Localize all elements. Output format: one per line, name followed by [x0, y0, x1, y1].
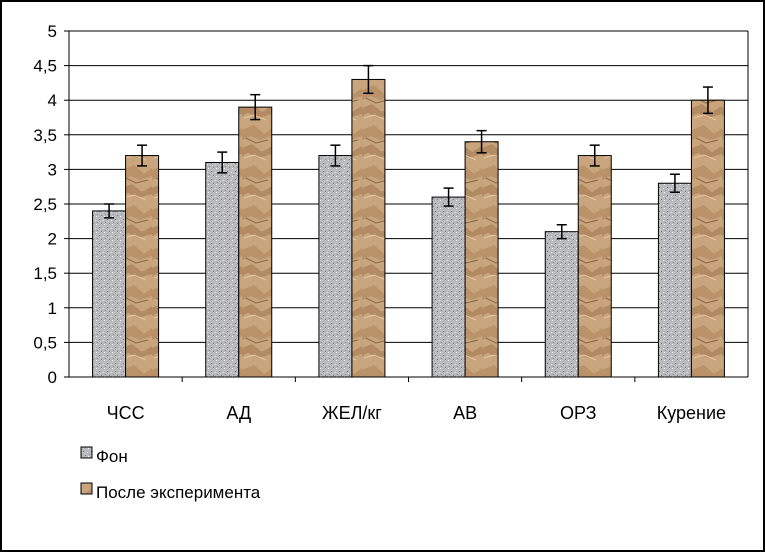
bar — [464, 141, 499, 378]
bar — [657, 182, 692, 378]
bar — [238, 106, 273, 378]
x-category-label: АД — [226, 403, 251, 423]
bar — [318, 155, 353, 378]
y-tick-label: 4,5 — [33, 57, 57, 76]
x-category-label: ЧСС — [107, 403, 145, 423]
y-tick-label: 3 — [48, 160, 57, 179]
x-category-label: ОРЗ — [560, 403, 596, 423]
bar — [351, 78, 386, 378]
y-tick-label: 0,5 — [33, 333, 57, 352]
y-tick-label: 4 — [48, 91, 57, 110]
legend-label: После эксперимента — [96, 483, 261, 502]
y-tick-label: 5 — [48, 22, 57, 41]
bar — [205, 161, 240, 378]
x-category-label: ЖЕЛ/кг — [322, 403, 382, 423]
legend-swatch — [80, 446, 93, 459]
legend-label: Фон — [96, 447, 128, 466]
y-tick-label: 2 — [48, 230, 57, 249]
x-category-label: Курение — [657, 403, 726, 423]
y-tick-label: 2,5 — [33, 195, 57, 214]
bar — [92, 210, 127, 378]
y-tick-label: 3,5 — [33, 126, 57, 145]
y-tick-label: 0 — [48, 368, 57, 387]
y-tick-label: 1,5 — [33, 264, 57, 283]
x-category-label: АВ — [453, 403, 477, 423]
y-tick-label: 1 — [48, 299, 57, 318]
bar — [431, 196, 466, 378]
bar — [577, 155, 612, 378]
bar — [544, 231, 579, 378]
bar — [690, 99, 725, 378]
bar — [125, 155, 160, 378]
legend-swatch — [80, 482, 93, 495]
